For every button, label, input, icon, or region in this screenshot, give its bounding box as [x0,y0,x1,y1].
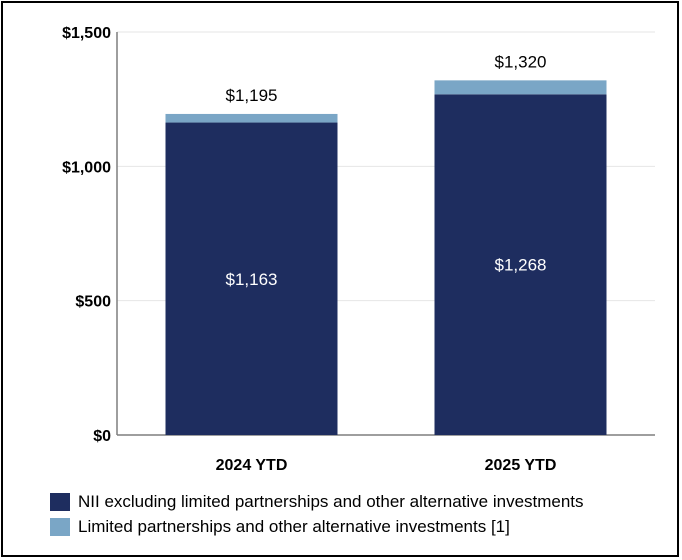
bar-nii [165,122,338,436]
legend-label-nii: NII excluding limited partnerships and o… [78,492,584,511]
y-tick-label: $500 [75,294,111,311]
legend-swatch-lp [50,517,70,536]
x-tick-label: 2024 YTD [216,457,288,474]
y-tick-label: $1,500 [62,25,111,42]
x-tick-label: 2025 YTD [485,457,557,474]
y-tick-label: $1,000 [62,159,111,176]
legend-item-nii: NII excluding limited partnerships and o… [50,489,584,514]
segment-value-label: $1,163 [226,270,278,289]
legend-label-lp: Limited partnerships and other alternati… [78,517,510,536]
legend-item-lp: Limited partnerships and other alternati… [50,514,584,539]
bar-limited-partnerships [434,80,607,95]
total-value-label: $1,320 [495,52,547,71]
bar-nii [434,94,607,436]
bar-limited-partnerships [165,113,338,123]
legend: NII excluding limited partnerships and o… [50,489,584,539]
y-tick-label: $0 [93,428,111,445]
total-value-label: $1,195 [226,86,278,105]
legend-swatch-nii [50,492,70,511]
segment-value-label: $1,268 [495,256,547,275]
